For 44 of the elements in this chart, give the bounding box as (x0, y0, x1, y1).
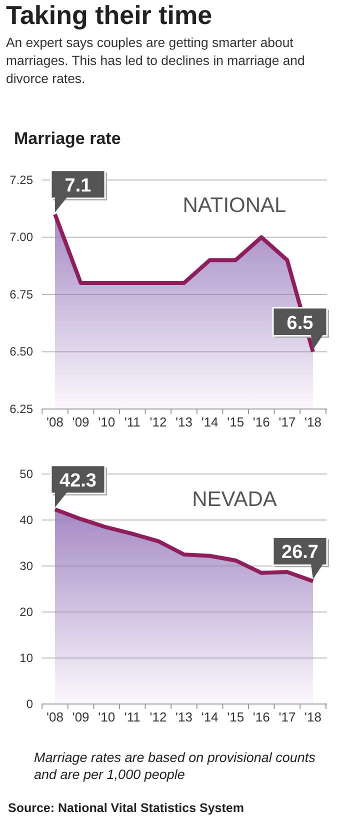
y-tick-label: 20 (20, 604, 34, 619)
x-tick-label: '14 (201, 709, 218, 724)
text: Marriage rates are based on provisional counts and are per 1,000 people (34, 750, 316, 782)
x-tick-label: '10 (98, 709, 116, 724)
y-tick-label: 6.50 (10, 344, 34, 359)
data-label: 42.3 (60, 470, 96, 492)
source-note: Source: National Vital Statistics System (8, 801, 244, 815)
x-tick-label: '16 (252, 414, 270, 430)
data-label: 6.5 (286, 312, 314, 334)
series-label: NATIONAL (182, 194, 286, 217)
x-tick-label: '08 (46, 709, 64, 724)
x-tick-label: '13 (176, 709, 192, 724)
y-tick-label: 6.25 (10, 402, 34, 416)
x-tick-label: '08 (46, 414, 64, 430)
chart-title: Taking their time (6, 0, 212, 30)
y-tick-label: 0 (26, 696, 34, 711)
x-tick-label: '11 (124, 414, 140, 430)
x-tick-label: '12 (150, 709, 167, 724)
y-tick-label: 50 (20, 466, 34, 481)
y-tick-label: 6.75 (10, 287, 34, 302)
x-tick-label: '16 (252, 709, 270, 724)
x-tick-label: '13 (176, 414, 192, 430)
y-tick-label: 7.00 (10, 230, 34, 244)
data-label: 26.7 (282, 542, 318, 564)
x-tick-label: '15 (227, 709, 244, 724)
x-tick-label: '09 (72, 709, 90, 724)
y-tick-label: 30 (20, 558, 34, 573)
x-tick-label: '10 (98, 414, 116, 430)
x-tick-label: '17 (278, 709, 296, 724)
data-label: 7.1 (64, 175, 92, 196)
x-tick-label: '17 (278, 414, 296, 430)
x-tick-label: '18 (304, 414, 322, 430)
y-axis-title: Marriage rate (14, 129, 121, 148)
x-tick-label: '09 (72, 414, 90, 430)
y-tick-label: 10 (20, 650, 34, 665)
x-tick-label: '18 (304, 709, 322, 724)
chart-subtitle: An expert says couples are getting smarter about marriages. This has led to declines in marriage and divorce rates. (6, 35, 305, 86)
x-tick-label: '14 (201, 414, 218, 430)
y-tick-label: 7.25 (10, 172, 34, 187)
x-tick-label: '15 (227, 414, 244, 430)
text: NEVADA (192, 488, 277, 511)
y-tick-label: 40 (20, 512, 34, 527)
x-tick-label: '11 (124, 709, 140, 724)
x-tick-label: '12 (150, 414, 167, 430)
